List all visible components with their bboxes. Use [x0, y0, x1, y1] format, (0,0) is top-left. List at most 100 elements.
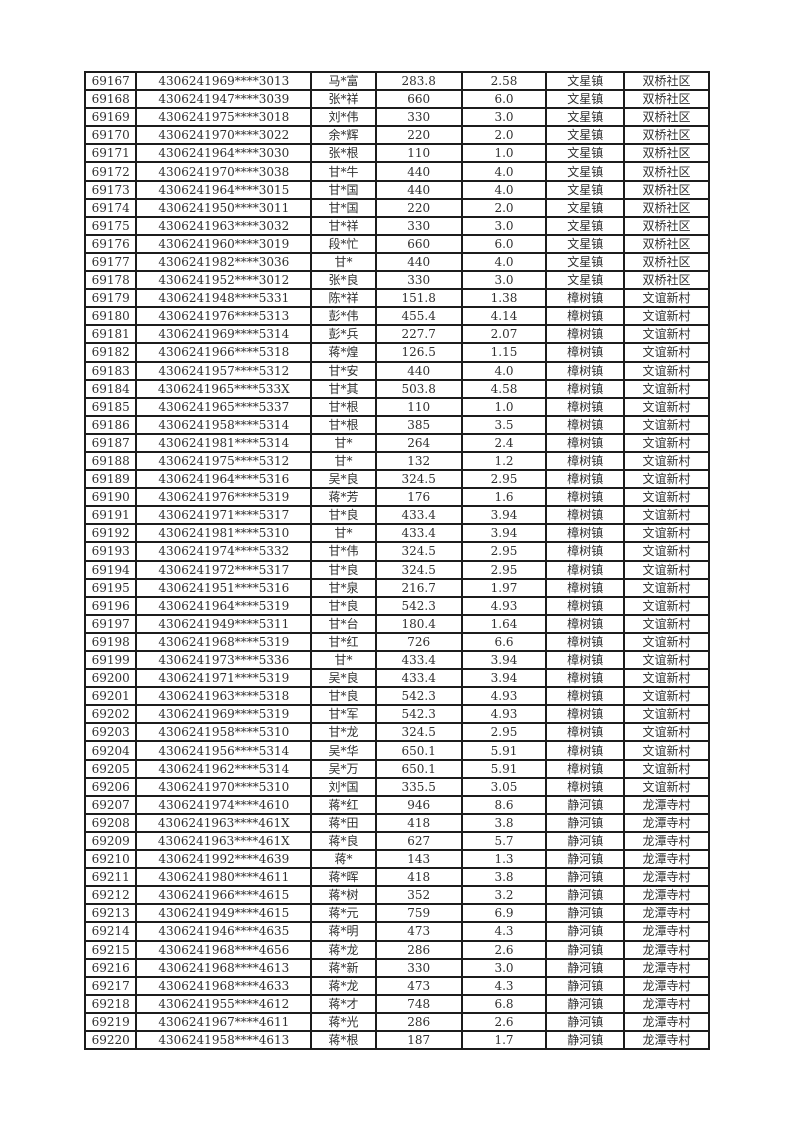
- cell-id-number: 4306241963****461X: [136, 831, 312, 851]
- table-row: 69213 4306241949****4615 蒋*元 759 6.9 静河镇 龙潭寺村: [85, 904, 709, 923]
- cell-sequence-number: 69211: [85, 868, 137, 887]
- cell-id-number: 4306241951****5316: [136, 578, 312, 597]
- cell-town: 文星镇: [546, 90, 625, 109]
- cell-amount: 440: [375, 180, 462, 199]
- cell-amount: 455.4: [375, 307, 462, 326]
- cell-town: 静河镇: [546, 976, 625, 995]
- cell-amount: 946: [375, 795, 462, 814]
- cell-sequence-number: 69194: [85, 560, 137, 579]
- cell-quantity: 6.9: [461, 904, 547, 923]
- table-row: 69178 4306241952****3012 张*良 330 3.0 文星镇 双桥社区: [85, 271, 709, 290]
- cell-quantity: 1.2: [461, 451, 547, 471]
- cell-village: 文谊新村: [624, 578, 709, 597]
- cell-quantity: 2.07: [461, 325, 547, 344]
- cell-village: 双桥社区: [624, 271, 709, 290]
- cell-name: 蒋*龙: [311, 940, 376, 959]
- cell-town: 樟树镇: [546, 524, 625, 543]
- cell-amount: 759: [375, 904, 462, 923]
- cell-town: 静河镇: [546, 831, 625, 851]
- cell-quantity: 1.0: [461, 144, 547, 163]
- cell-town: 樟树镇: [546, 578, 625, 597]
- cell-name: 吴*万: [311, 759, 376, 778]
- cell-id-number: 4306241965****5337: [136, 397, 312, 416]
- cell-town: 静河镇: [546, 795, 625, 814]
- table-row: 69194 4306241972****5317 甘*良 324.5 2.95 樟树镇 文谊…: [85, 560, 709, 579]
- table-row: 69217 4306241968****4633 蒋*龙 473 4.3 静河镇 龙潭寺村: [85, 976, 709, 995]
- cell-id-number: 4306241950****3011: [136, 198, 312, 217]
- cell-quantity: 1.3: [461, 850, 547, 869]
- cell-sequence-number: 69174: [85, 198, 137, 217]
- cell-quantity: 4.3: [461, 976, 547, 995]
- cell-name: 甘*: [311, 433, 376, 452]
- cell-id-number: 4306241992****4639: [136, 850, 312, 869]
- cell-village: 文谊新村: [624, 325, 709, 344]
- cell-amount: 324.5: [375, 542, 462, 561]
- cell-id-number: 4306241958****4613: [136, 1030, 312, 1050]
- cell-village: 文谊新村: [624, 614, 709, 633]
- cell-id-number: 4306241974****4610: [136, 795, 312, 814]
- cell-village: 双桥社区: [624, 198, 709, 217]
- cell-name: 蒋*芳: [311, 488, 376, 507]
- cell-sequence-number: 69168: [85, 90, 137, 109]
- cell-name: 蒋*煌: [311, 343, 376, 362]
- cell-amount: 286: [375, 1012, 462, 1031]
- cell-name: 甘*: [311, 252, 376, 272]
- cell-amount: 283.8: [375, 72, 462, 91]
- table-row: 69185 4306241965****5337 甘*根 110 1.0 樟树镇 文谊新村: [85, 397, 709, 416]
- cell-village: 文谊新村: [624, 289, 709, 308]
- cell-sequence-number: 69200: [85, 669, 137, 688]
- cell-village: 龙潭寺村: [624, 958, 709, 977]
- cell-name: 张*祥: [311, 90, 376, 109]
- cell-sequence-number: 69212: [85, 886, 137, 905]
- table-row: 69169 4306241975****3018 刘*伟 330 3.0 文星镇 双桥社区: [85, 108, 709, 127]
- cell-town: 樟树镇: [546, 451, 625, 471]
- cell-town: 樟树镇: [546, 687, 625, 706]
- cell-quantity: 3.0: [461, 958, 547, 977]
- cell-id-number: 4306241949****4615: [136, 904, 312, 923]
- cell-name: 甘*台: [311, 614, 376, 633]
- cell-quantity: 2.6: [461, 1012, 547, 1031]
- table-row: 69170 4306241970****3022 余*辉 220 2.0 文星镇 双桥社区: [85, 126, 709, 145]
- cell-amount: 433.4: [375, 506, 462, 525]
- cell-town: 静河镇: [546, 1030, 625, 1050]
- cell-quantity: 1.97: [461, 578, 547, 597]
- cell-town: 樟树镇: [546, 506, 625, 525]
- cell-id-number: 4306241982****3036: [136, 252, 312, 272]
- cell-sequence-number: 69207: [85, 795, 137, 814]
- table-row: 69210 4306241992****4639 蒋* 143 1.3 静河镇 龙潭寺村: [85, 850, 709, 869]
- cell-id-number: 4306241976****5313: [136, 307, 312, 326]
- cell-quantity: 1.0: [461, 397, 547, 416]
- table-row: 69171 4306241964****3030 张*根 110 1.0 文星镇 双桥社区: [85, 144, 709, 163]
- cell-name: 蒋*明: [311, 922, 376, 941]
- cell-sequence-number: 69173: [85, 180, 137, 199]
- cell-name: 甘*国: [311, 180, 376, 199]
- cell-quantity: 2.95: [461, 723, 547, 742]
- cell-quantity: 1.38: [461, 289, 547, 308]
- cell-quantity: 5.7: [461, 831, 547, 851]
- table-row: 69201 4306241963****5318 甘*良 542.3 4.93 樟树镇 文谊…: [85, 687, 709, 706]
- cell-village: 龙潭寺村: [624, 1030, 709, 1050]
- cell-id-number: 4306241968****4633: [136, 976, 312, 995]
- cell-amount: 330: [375, 108, 462, 127]
- cell-town: 樟树镇: [546, 542, 625, 561]
- table-row: 69208 4306241963****461X 蒋*田 418 3.8 静河镇 龙潭寺村: [85, 813, 709, 832]
- cell-sequence-number: 69215: [85, 940, 137, 959]
- cell-amount: 264: [375, 433, 462, 452]
- cell-town: 静河镇: [546, 940, 625, 959]
- cell-sequence-number: 69216: [85, 958, 137, 977]
- cell-town: 静河镇: [546, 1012, 625, 1031]
- cell-sequence-number: 69185: [85, 397, 137, 416]
- cell-amount: 216.7: [375, 578, 462, 597]
- cell-town: 文星镇: [546, 216, 625, 235]
- cell-amount: 726: [375, 632, 462, 651]
- table-row: 69220 4306241958****4613 蒋*根 187 1.7 静河镇 龙潭寺村: [85, 1030, 709, 1050]
- table-row: 69188 4306241975****5312 甘* 132 1.2 樟树镇 文谊新村: [85, 451, 709, 471]
- cell-quantity: 3.2: [461, 886, 547, 905]
- cell-id-number: 4306241970****3022: [136, 126, 312, 145]
- table-row: 69192 4306241981****5310 甘* 433.4 3.94 樟树镇 文谊新…: [85, 524, 709, 543]
- cell-name: 彭*伟: [311, 307, 376, 326]
- cell-sequence-number: 69186: [85, 415, 137, 434]
- cell-id-number: 4306241964****3015: [136, 180, 312, 199]
- cell-amount: 650.1: [375, 759, 462, 778]
